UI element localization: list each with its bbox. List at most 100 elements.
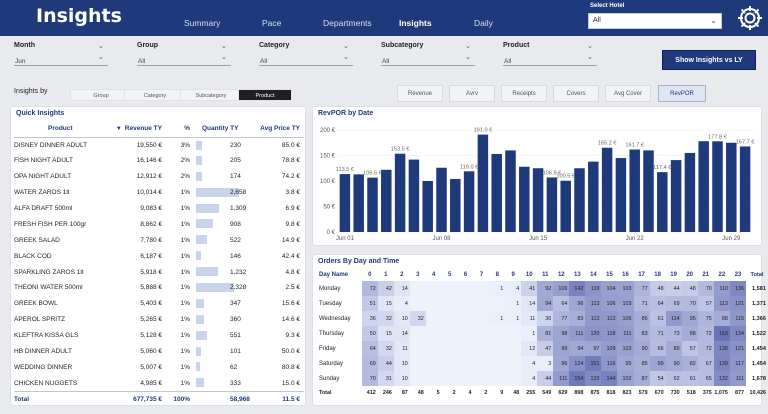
heatmap-cell[interactable]: 4 bbox=[505, 281, 522, 296]
heatmap-cell[interactable] bbox=[425, 371, 442, 386]
bar[interactable] bbox=[436, 167, 447, 232]
heatmap-cell[interactable]: 73 bbox=[665, 326, 682, 341]
heatmap-cell[interactable]: 90 bbox=[633, 341, 650, 356]
heatmap-cell[interactable]: 42 bbox=[377, 281, 394, 296]
col-hour[interactable]: 12 bbox=[557, 271, 565, 278]
table-row[interactable]: GREEK BOWL 5,403 € 1% 347 15.6 € bbox=[14, 296, 304, 312]
table-row[interactable]: KLEFTRA KISSA GLS 5,128 € 1% 551 9.3 € bbox=[14, 328, 304, 344]
bar[interactable] bbox=[615, 158, 627, 232]
heatmap-cell[interactable]: 151 bbox=[585, 356, 602, 371]
heatmap-cell[interactable]: 4 bbox=[393, 296, 410, 311]
col-hour[interactable]: 15 bbox=[606, 271, 613, 278]
nav-departments[interactable]: Departments bbox=[323, 18, 372, 28]
bar[interactable] bbox=[367, 177, 378, 232]
heatmap-cell[interactable] bbox=[441, 371, 458, 386]
heatmap-cell[interactable] bbox=[457, 296, 474, 311]
heatmap-cell[interactable]: 15 bbox=[377, 296, 394, 311]
heatmap-cell[interactable] bbox=[489, 371, 506, 386]
heatmap-cell[interactable]: 106 bbox=[601, 296, 618, 311]
heatmap-cell[interactable]: 96 bbox=[569, 296, 586, 311]
heatmap-cell[interactable]: 133 bbox=[585, 371, 602, 386]
heatmap-cell[interactable]: 113 bbox=[601, 311, 618, 326]
bar[interactable] bbox=[698, 141, 709, 232]
bar[interactable] bbox=[408, 159, 420, 232]
heatmap-cell[interactable] bbox=[489, 341, 506, 356]
table-row[interactable]: APEROL SPRITZ 5,265 € 1% 360 14.6 € bbox=[14, 312, 304, 328]
heatmap-cell[interactable] bbox=[473, 326, 490, 341]
bar[interactable] bbox=[532, 168, 544, 232]
col-hour[interactable]: 2 bbox=[400, 271, 404, 278]
col-hour[interactable]: 19 bbox=[670, 271, 677, 278]
heatmap-cell[interactable]: 31 bbox=[377, 371, 394, 386]
heatmap-cell[interactable]: 61 bbox=[649, 311, 666, 326]
heatmap-cell[interactable] bbox=[489, 326, 506, 341]
heatmap-cell[interactable]: 111 bbox=[617, 326, 634, 341]
heatmap-cell[interactable]: 51 bbox=[361, 296, 378, 311]
heatmap-cell[interactable] bbox=[441, 311, 458, 326]
heatmap-cell[interactable] bbox=[457, 326, 474, 341]
heatmap-cell[interactable] bbox=[409, 296, 426, 311]
heatmap-cell[interactable]: 81 bbox=[537, 326, 554, 341]
heatmap-cell[interactable]: 124 bbox=[569, 356, 586, 371]
heatmap-cell[interactable]: 3 bbox=[537, 356, 554, 371]
heatmap-cell[interactable] bbox=[473, 371, 490, 386]
bar[interactable] bbox=[381, 169, 392, 232]
heatmap-cell[interactable] bbox=[409, 281, 426, 296]
heatmap-cell[interactable]: 95 bbox=[681, 311, 698, 326]
filter-category[interactable]: Category ⌄ All ⌄ bbox=[259, 40, 369, 66]
heatmap-cell[interactable]: 154 bbox=[569, 371, 586, 386]
bar[interactable] bbox=[422, 181, 433, 232]
heatmap-cell[interactable]: 119 bbox=[585, 281, 602, 296]
heatmap-cell[interactable]: 54 bbox=[649, 371, 666, 386]
heatmap-cell[interactable] bbox=[505, 326, 522, 341]
table-row[interactable]: FRESH FISH PER 100gr 8,862 € 1% 908 9.8 € bbox=[14, 216, 304, 232]
bar[interactable] bbox=[574, 168, 585, 232]
heatmap-cell[interactable]: 72 bbox=[361, 281, 378, 296]
bar[interactable] bbox=[491, 153, 502, 232]
heatmap-cell[interactable]: 139 bbox=[713, 356, 730, 371]
heatmap-cell[interactable]: 77 bbox=[553, 311, 570, 326]
col-hour[interactable]: 10 bbox=[525, 271, 533, 278]
heatmap-cell[interactable]: 114 bbox=[665, 311, 682, 326]
tab-covers[interactable]: Covers bbox=[553, 85, 599, 102]
heatmap-cell[interactable]: 36 bbox=[361, 311, 378, 326]
col-hour[interactable]: 23 bbox=[734, 271, 742, 278]
table-row[interactable]: OPA NIGHT ADULT 12,912 € 2% 174 74.2 € bbox=[14, 169, 304, 185]
bar[interactable] bbox=[463, 171, 475, 232]
bar[interactable] bbox=[670, 160, 682, 232]
table-row[interactable]: FISH NIGHT ADULT 16,146 € 2% 205 78.8 € bbox=[14, 153, 304, 169]
col-percent[interactable]: % bbox=[170, 120, 194, 138]
heatmap-cell[interactable]: 44 bbox=[377, 356, 394, 371]
bar[interactable] bbox=[629, 149, 640, 232]
heatmap-cell[interactable]: 83 bbox=[633, 326, 650, 341]
heatmap-cell[interactable]: 1 bbox=[505, 296, 522, 311]
heatmap-cell[interactable]: 88 bbox=[681, 326, 698, 341]
nav-pace[interactable]: Pace bbox=[262, 18, 282, 28]
nav-daily[interactable]: Daily bbox=[474, 18, 493, 28]
heatmap-cell[interactable]: 102 bbox=[617, 371, 634, 386]
col-hour[interactable]: 7 bbox=[479, 271, 484, 278]
heatmap-cell[interactable] bbox=[473, 341, 490, 356]
heatmap-cell[interactable]: 14 bbox=[393, 281, 410, 296]
heatmap-cell[interactable]: 163 bbox=[713, 326, 730, 341]
heatmap-cell[interactable] bbox=[425, 296, 442, 311]
heatmap-cell[interactable]: 121 bbox=[729, 296, 746, 311]
heatmap-cell[interactable]: 36 bbox=[537, 311, 554, 326]
col-quantity[interactable]: Quantity TY bbox=[194, 120, 254, 138]
table-row[interactable]: WATER ZAROS 1lt 10,014 € 1% 2,658 3.8 € bbox=[14, 185, 304, 201]
heatmap-cell[interactable]: 71 bbox=[649, 326, 666, 341]
bar[interactable] bbox=[739, 146, 751, 232]
heatmap-cell[interactable] bbox=[425, 311, 442, 326]
heatmap-cell[interactable]: 92 bbox=[537, 281, 554, 296]
heatmap-cell[interactable] bbox=[441, 296, 458, 311]
bar[interactable] bbox=[477, 134, 489, 232]
bar[interactable] bbox=[546, 177, 558, 232]
tab-product[interactable]: Product bbox=[238, 89, 292, 101]
heatmap-cell[interactable] bbox=[505, 341, 522, 356]
heatmap-cell[interactable]: 111 bbox=[553, 371, 570, 386]
nav-summary[interactable]: Summary bbox=[184, 18, 221, 28]
col-hour[interactable]: 21 bbox=[702, 271, 710, 278]
col-hour[interactable]: 9 bbox=[511, 271, 515, 278]
heatmap-cell[interactable]: 1 bbox=[521, 326, 538, 341]
heatmap-cell[interactable] bbox=[489, 296, 506, 311]
